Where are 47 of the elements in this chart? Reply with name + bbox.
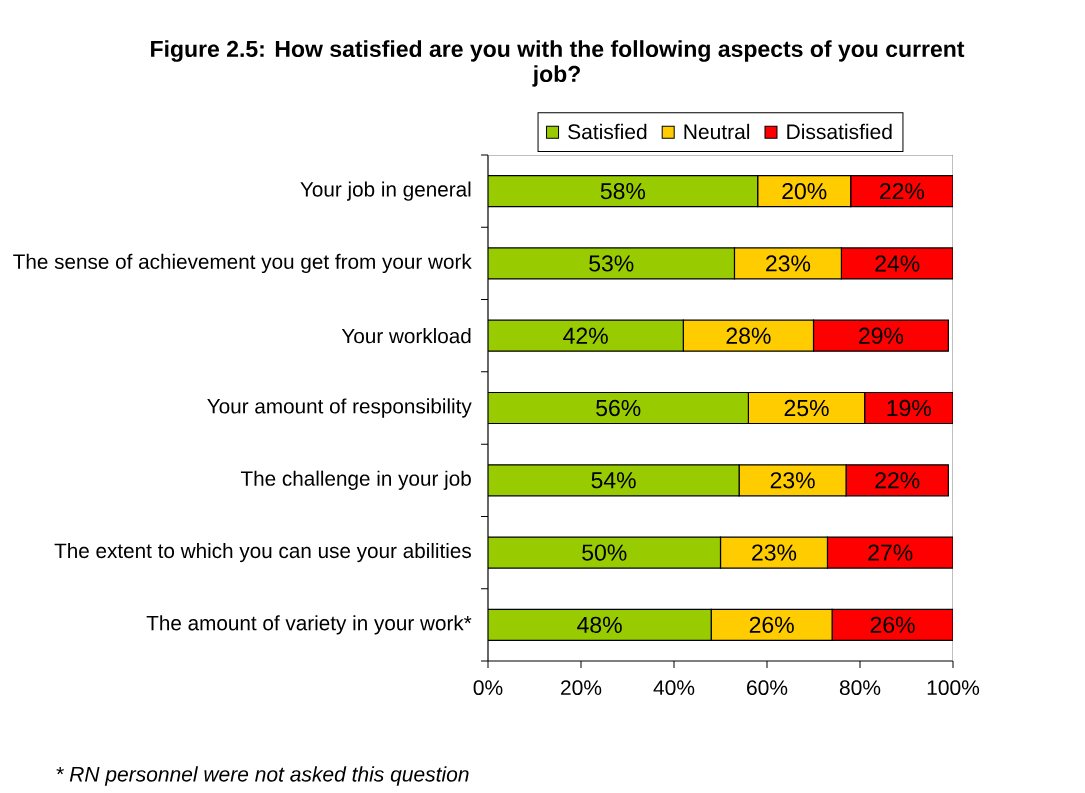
bar [488, 608, 712, 641]
y-tick-label: Your amount of responsibility [207, 398, 472, 418]
y-tick-label: The challenge in your job [240, 470, 471, 490]
y-tick-label: The amount of variety in your work* [146, 615, 472, 635]
data-label: 23% [770, 472, 815, 489]
x-tick-label: 20% [561, 680, 602, 696]
x-tick-label: 0% [473, 680, 503, 696]
x-tick-label: 80% [839, 680, 881, 696]
legend-label: Neutral [684, 123, 750, 140]
bar [488, 175, 759, 208]
legend-label: Satisfied [568, 123, 647, 140]
bar [812, 319, 949, 352]
data-label: 50% [582, 544, 627, 561]
bar [488, 536, 722, 569]
data-label: 56% [596, 399, 641, 417]
data-label: 58% [600, 183, 646, 200]
text: * RN personnel were not asked this question [56, 766, 469, 786]
data-label: 54% [591, 472, 636, 489]
data-label: 19% [887, 399, 932, 417]
chart-title: Figure 2.5: How satisfied are you with the following aspects of you current job? [151, 40, 965, 87]
data-label: 48% [577, 616, 622, 633]
x-tick-label: 60% [747, 680, 788, 696]
bar [488, 464, 740, 497]
data-label: 29% [859, 327, 904, 344]
data-label: 20% [782, 183, 827, 200]
data-label: 27% [868, 544, 913, 561]
data-label: 22% [875, 472, 920, 489]
data-label: 28% [726, 327, 771, 344]
x-tick-label: 40% [653, 680, 695, 696]
data-label: 26% [749, 616, 794, 633]
y-tick-label: Your workload [341, 328, 471, 344]
data-label: 23% [766, 255, 811, 272]
bar [488, 319, 684, 352]
data-label: 42% [563, 327, 608, 344]
data-label: 25% [784, 399, 829, 417]
x-tick-label: 100% [927, 680, 980, 696]
bar [488, 247, 736, 280]
data-label: 26% [870, 616, 915, 633]
legend-label: Dissatisfied [787, 123, 892, 140]
data-label: 53% [589, 255, 634, 272]
y-tick-label: Your job in general [300, 181, 471, 201]
data-label: 22% [880, 183, 925, 200]
y-tick-label: The sense of achievement you get from your work [13, 253, 472, 274]
y-tick-label: The extent to which you can use your abilities [54, 542, 471, 563]
bar [488, 391, 749, 425]
data-label: 24% [875, 255, 920, 272]
data-label: 23% [752, 544, 797, 561]
